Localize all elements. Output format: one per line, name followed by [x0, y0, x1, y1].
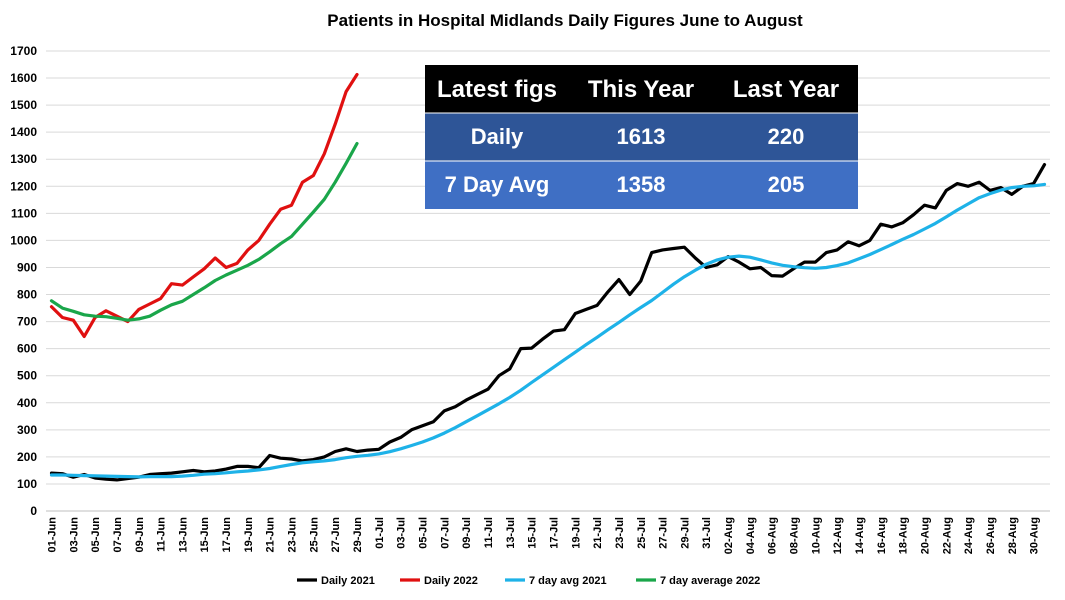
chart-title: Patients in Hospital Midlands Daily Figu… — [327, 11, 803, 30]
x-tick-label: 31-Jul — [701, 517, 713, 549]
x-tick-label: 25-Jun — [308, 517, 320, 553]
y-tick-label: 1700 — [10, 44, 37, 58]
x-tick-label: 01-Jul — [374, 517, 386, 549]
y-tick-label: 1200 — [10, 179, 37, 193]
x-tick-label: 20-Aug — [920, 517, 932, 554]
y-tick-label: 100 — [17, 477, 37, 491]
x-tick-label: 03-Jun — [68, 517, 80, 553]
series-line-7-day-avg-2021 — [49, 182, 1047, 479]
x-tick-label: 28-Aug — [1007, 517, 1019, 554]
table-header-row — [425, 65, 858, 113]
x-tick-label: 24-Aug — [963, 517, 975, 554]
x-tick-label: 06-Aug — [767, 517, 779, 554]
x-tick-label: 01-Jun — [46, 517, 58, 553]
table-row — [425, 161, 858, 209]
table-cell: 220 — [768, 124, 805, 149]
x-tick-label: 05-Jun — [90, 517, 102, 553]
y-tick-label: 1600 — [10, 71, 37, 85]
x-tick-label: 21-Jul — [592, 517, 604, 549]
legend-label: 7 day avg 2021 — [529, 575, 607, 587]
series-line-7-day-average-2022 — [49, 141, 359, 322]
table-cell: 205 — [768, 172, 805, 197]
x-tick-label: 26-Aug — [985, 517, 997, 554]
x-tick-label: 08-Aug — [789, 517, 801, 554]
y-tick-label: 1300 — [10, 152, 37, 166]
y-tick-label: 1100 — [11, 206, 37, 220]
y-axis-ticks: 0 100 200 300 400 500 600 700 800 900 1000 1100 1200… — [10, 44, 37, 518]
x-tick-label: 07-Jun — [112, 517, 124, 553]
x-tick-label: 19-Jul — [570, 517, 582, 549]
table-cell: 7 Day Avg — [445, 172, 550, 197]
table-header-cell: Latest figs — [437, 76, 557, 103]
table-row — [425, 113, 858, 161]
y-tick-label: 500 — [17, 369, 37, 383]
x-tick-label: 30-Aug — [1029, 517, 1041, 554]
x-tick-label: 13-Jun — [177, 517, 189, 553]
x-tick-label: 27-Jul — [658, 517, 670, 549]
x-tick-label: 23-Jun — [287, 517, 299, 553]
y-tick-label: 0 — [30, 504, 37, 518]
x-tick-label: 14-Aug — [854, 517, 866, 554]
x-tick-label: 11-Jul — [483, 517, 495, 548]
y-tick-label: 700 — [17, 315, 37, 329]
x-axis-ticks: 01-Jun 03-Jun 05-Jun 07-Jun 09-Jun 11-Jun 13-J… — [46, 517, 1040, 555]
x-tick-label: 29-Jun — [352, 517, 364, 553]
x-tick-label: 27-Jun — [330, 517, 342, 553]
table-cell: Daily — [471, 124, 524, 149]
x-tick-label: 12-Aug — [832, 517, 844, 554]
y-tick-label: 900 — [17, 260, 37, 274]
x-tick-label: 05-Jul — [418, 517, 430, 549]
x-tick-label: 18-Aug — [898, 517, 910, 554]
y-tick-label: 300 — [17, 423, 37, 437]
x-tick-label: 25-Jul — [636, 517, 648, 549]
x-tick-label: 15-Jun — [199, 517, 211, 553]
x-tick-label: 23-Jul — [614, 517, 626, 549]
y-tick-label: 600 — [17, 342, 37, 356]
x-tick-label: 15-Jul — [527, 517, 539, 549]
table-header-cell: This Year — [588, 76, 694, 103]
x-tick-label: 22-Aug — [941, 517, 953, 554]
series-line-daily-2021 — [49, 163, 1047, 482]
x-tick-label: 10-Aug — [810, 517, 822, 554]
x-tick-label: 09-Jul — [461, 517, 473, 549]
x-tick-label: 29-Jul — [679, 517, 691, 549]
x-tick-label: 19-Jun — [243, 517, 255, 553]
table-cell: 1613 — [617, 124, 666, 149]
x-tick-label: 17-Jun — [221, 517, 233, 553]
table-cell: 1358 — [617, 172, 666, 197]
x-tick-label: 02-Aug — [723, 517, 735, 554]
series-lines — [49, 72, 1047, 482]
legend-label: Daily 2022 — [424, 575, 478, 587]
x-tick-label: 11-Jun — [156, 517, 168, 552]
x-tick-label: 04-Aug — [745, 517, 757, 554]
x-tick-label: 16-Aug — [876, 517, 888, 554]
table-header-cell: Last Year — [733, 76, 839, 103]
latest-figures-table: Latest figs This Year Last Year Daily 1613 22… — [425, 65, 858, 209]
legend-label: Daily 2021 — [321, 575, 375, 587]
y-tick-label: 800 — [17, 288, 37, 302]
x-tick-label: 21-Jun — [265, 517, 277, 553]
x-tick-label: 07-Jul — [439, 517, 451, 549]
y-tick-label: 1400 — [10, 125, 37, 139]
y-tick-label: 1500 — [10, 98, 37, 112]
x-tick-label: 09-Jun — [134, 517, 146, 553]
y-tick-label: 400 — [17, 396, 37, 410]
legend: Daily 2021 Daily 2022 7 day avg 2021 7 day … — [297, 575, 760, 587]
x-tick-label: 13-Jul — [505, 517, 517, 549]
series-line-daily-2022 — [49, 72, 359, 339]
x-tick-label: 03-Jul — [396, 517, 408, 549]
y-tick-label: 1000 — [10, 233, 37, 247]
y-tick-label: 200 — [17, 450, 37, 464]
x-tick-label: 17-Jul — [548, 517, 560, 549]
legend-label: 7 day average 2022 — [660, 575, 760, 587]
